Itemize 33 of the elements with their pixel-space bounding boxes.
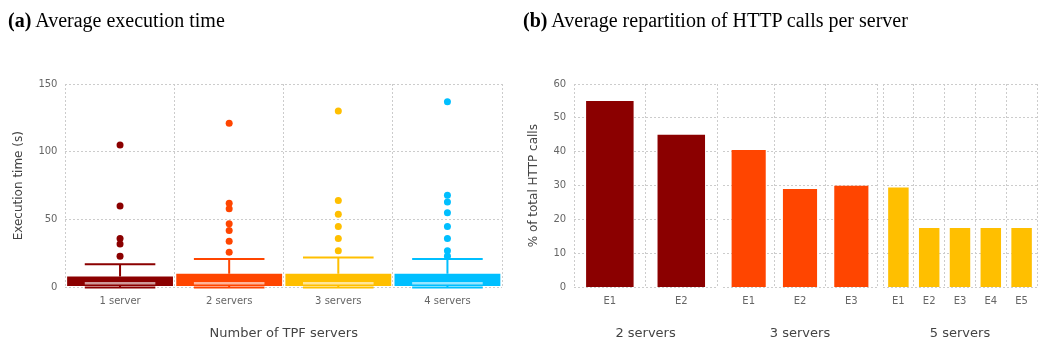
y-axis-title: Execution time (s) (11, 131, 26, 241)
x-tick-label: 2 servers (205, 294, 253, 306)
x-tick-label: E1 (742, 294, 756, 306)
y-axis-title: % of total HTTP calls (526, 124, 541, 248)
chart-title: (a) Average execution time (8, 8, 226, 34)
y-tick-label: 60 (553, 77, 567, 89)
y-tick-label: 20 (553, 213, 567, 225)
x-axis-title: 2 servers (615, 324, 676, 340)
x-tick-label: E1 (603, 294, 617, 306)
y-tick-label: 50 (44, 213, 58, 225)
x-tick-label: E2 (793, 294, 807, 306)
x-tick-label: E4 (984, 294, 998, 306)
x-tick-label: E5 (1015, 294, 1028, 306)
x-tick-label: E2 (922, 294, 936, 306)
x-tick-label: E3 (953, 294, 967, 306)
y-tick-label: 10 (553, 247, 567, 259)
x-tick-label: 3 servers (315, 294, 362, 306)
y-tick-label: 150 (38, 77, 58, 89)
x-tick-label: E1 (892, 294, 905, 306)
x-tick-label: E3 (844, 294, 858, 306)
y-tick-label: 0 (51, 280, 58, 292)
y-tick-label: 0 (559, 280, 567, 292)
y-tick-label: 30 (553, 179, 567, 191)
x-tick-label: E2 (674, 294, 688, 306)
y-tick-label: 50 (553, 111, 567, 123)
x-axis-title: 5 servers (929, 324, 991, 340)
y-tick-label: 100 (38, 145, 58, 157)
x-tick-label: 4 servers (424, 294, 471, 306)
y-tick-label: 40 (553, 145, 567, 157)
x-tick-label: 1 server (99, 294, 142, 306)
chart-title: (b) Average repartition of HTTP calls per server (523, 8, 909, 34)
x-axis-title: 3 servers (769, 324, 831, 340)
x-axis-title: Number of TPF servers (209, 324, 359, 340)
